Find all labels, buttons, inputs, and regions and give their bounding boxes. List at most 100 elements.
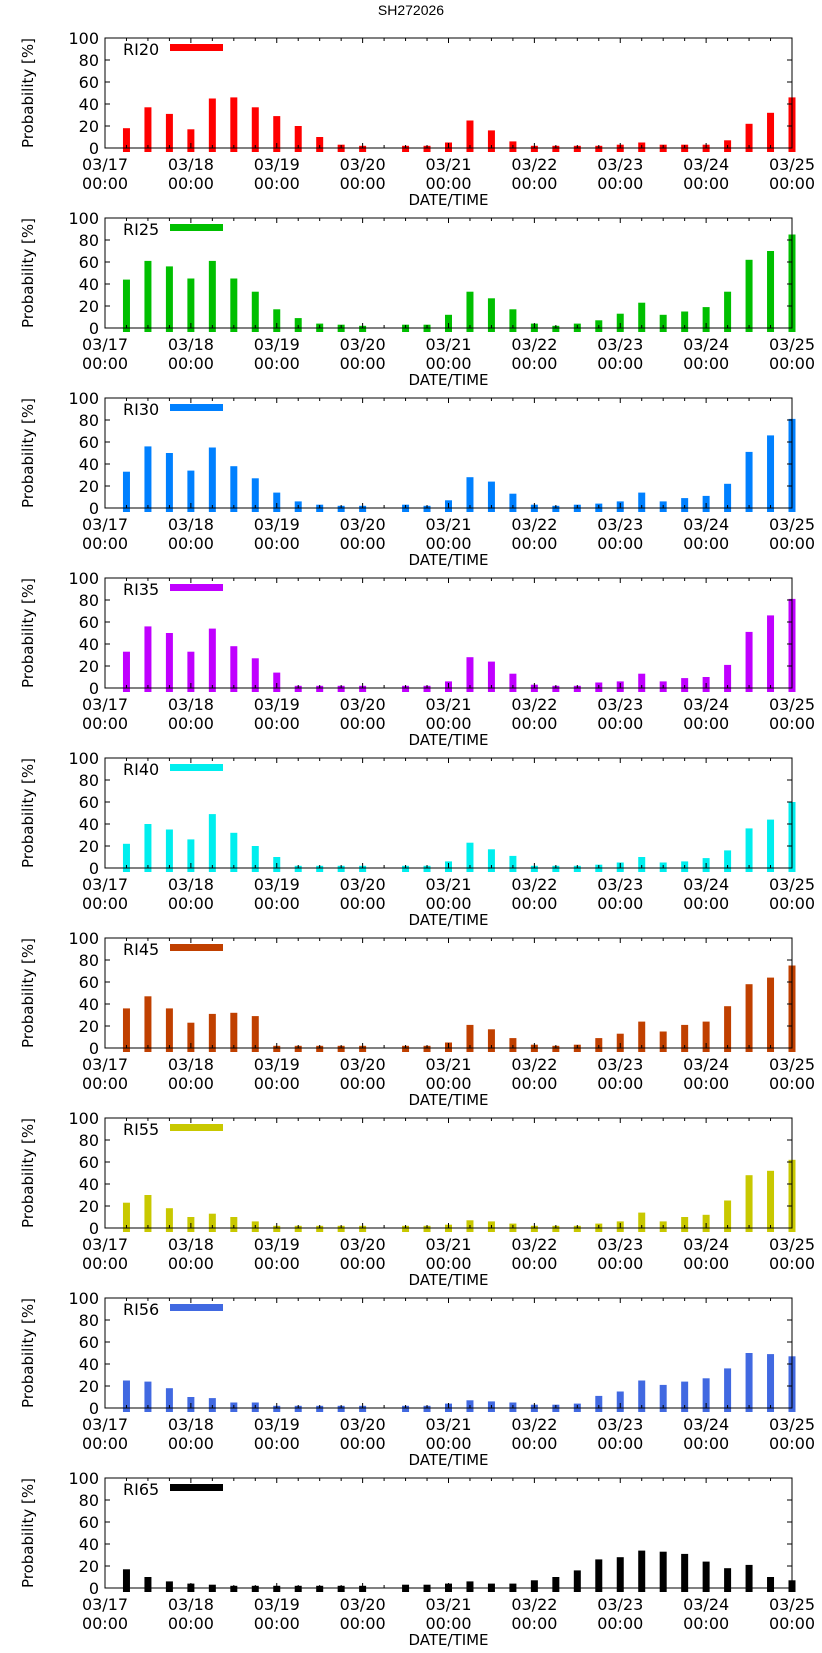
x-tick-date-label: 03/17 bbox=[82, 1055, 128, 1074]
x-tick-date-label: 03/23 bbox=[597, 155, 643, 174]
x-tick-time-label: 00:00 bbox=[769, 894, 815, 913]
bar bbox=[724, 664, 732, 692]
legend-swatch bbox=[170, 44, 223, 51]
x-tick-time-label: 00:00 bbox=[511, 1434, 557, 1453]
chart-ri40: 02040608010003/1700:0003/1800:0003/1900:… bbox=[19, 749, 815, 929]
bar bbox=[702, 1561, 710, 1592]
bar bbox=[187, 278, 195, 332]
bar bbox=[724, 850, 732, 872]
bar bbox=[230, 97, 238, 152]
x-tick-date-label: 03/19 bbox=[254, 1235, 300, 1254]
bar bbox=[767, 251, 775, 332]
bar bbox=[273, 1045, 281, 1052]
x-tick-time-label: 00:00 bbox=[340, 894, 386, 913]
y-tick-label: 100 bbox=[68, 209, 99, 228]
bar bbox=[681, 1024, 689, 1052]
x-tick-date-label: 03/18 bbox=[168, 515, 214, 534]
y-axis-label: Probability [%] bbox=[19, 578, 37, 688]
x-tick-time-label: 00:00 bbox=[425, 174, 471, 193]
x-tick-date-label: 03/18 bbox=[168, 155, 214, 174]
x-tick-time-label: 00:00 bbox=[425, 1074, 471, 1093]
x-tick-date-label: 03/23 bbox=[597, 1415, 643, 1434]
y-tick-label: 80 bbox=[79, 951, 99, 970]
chart-ri65: 02040608010003/1700:0003/1800:0003/1900:… bbox=[19, 1469, 815, 1649]
legend-swatch bbox=[170, 584, 223, 591]
x-tick-time-label: 00:00 bbox=[511, 894, 557, 913]
x-tick-date-label: 03/21 bbox=[425, 1055, 471, 1074]
bar bbox=[745, 1175, 753, 1232]
y-tick-label: 40 bbox=[79, 995, 99, 1014]
x-tick-date-label: 03/21 bbox=[425, 1595, 471, 1614]
y-tick-label: 40 bbox=[79, 1175, 99, 1194]
legend-label: RI40 bbox=[123, 760, 159, 779]
x-tick-time-label: 00:00 bbox=[340, 354, 386, 373]
x-tick-date-label: 03/19 bbox=[254, 1055, 300, 1074]
x-tick-time-label: 00:00 bbox=[683, 714, 729, 733]
bar bbox=[530, 865, 538, 872]
y-tick-label: 80 bbox=[79, 231, 99, 250]
legend-label: RI65 bbox=[123, 1480, 159, 1499]
bar bbox=[359, 1405, 367, 1412]
x-tick-time-label: 00:00 bbox=[340, 174, 386, 193]
x-tick-date-label: 03/25 bbox=[769, 1235, 815, 1254]
bar bbox=[509, 855, 517, 872]
x-tick-date-label: 03/22 bbox=[511, 335, 557, 354]
x-tick-time-label: 00:00 bbox=[683, 1614, 729, 1633]
x-tick-time-label: 00:00 bbox=[425, 1614, 471, 1633]
legend-label: RI30 bbox=[123, 400, 159, 419]
bar bbox=[165, 829, 173, 872]
x-tick-date-label: 03/18 bbox=[168, 1595, 214, 1614]
bar bbox=[552, 325, 560, 332]
x-tick-date-label: 03/18 bbox=[168, 1415, 214, 1434]
x-tick-date-label: 03/25 bbox=[769, 1595, 815, 1614]
y-tick-label: 40 bbox=[79, 815, 99, 834]
y-tick-label: 80 bbox=[79, 51, 99, 70]
legend-swatch bbox=[170, 1484, 223, 1491]
bar bbox=[638, 302, 646, 332]
bar bbox=[316, 137, 324, 152]
bar bbox=[165, 1388, 173, 1412]
bar bbox=[122, 1380, 130, 1412]
bar bbox=[487, 1029, 495, 1052]
bar bbox=[767, 1354, 775, 1412]
bar bbox=[423, 865, 431, 872]
x-tick-time-label: 00:00 bbox=[168, 174, 214, 193]
legend-label: RI35 bbox=[123, 580, 159, 599]
legend-swatch bbox=[170, 1304, 223, 1311]
bar bbox=[122, 279, 130, 332]
x-tick-time-label: 00:00 bbox=[340, 1434, 386, 1453]
bar bbox=[251, 107, 259, 152]
y-tick-label: 20 bbox=[79, 1197, 99, 1216]
y-tick-label: 0 bbox=[89, 859, 99, 878]
x-tick-time-label: 00:00 bbox=[597, 894, 643, 913]
bar bbox=[466, 291, 474, 332]
x-tick-date-label: 03/21 bbox=[425, 1235, 471, 1254]
bar bbox=[509, 309, 517, 332]
x-axis-label: DATE/TIME bbox=[408, 1271, 488, 1289]
x-tick-date-label: 03/25 bbox=[769, 1055, 815, 1074]
x-tick-date-label: 03/20 bbox=[340, 1055, 386, 1074]
bar bbox=[423, 505, 431, 512]
bar bbox=[767, 615, 775, 692]
bar bbox=[616, 1391, 624, 1412]
y-tick-label: 100 bbox=[68, 749, 99, 768]
x-tick-date-label: 03/19 bbox=[254, 1415, 300, 1434]
bar bbox=[337, 865, 345, 872]
bar bbox=[487, 130, 495, 152]
bar bbox=[638, 673, 646, 692]
x-tick-time-label: 00:00 bbox=[168, 894, 214, 913]
x-tick-time-label: 00:00 bbox=[597, 1434, 643, 1453]
bar bbox=[552, 1045, 560, 1052]
x-tick-time-label: 00:00 bbox=[168, 1074, 214, 1093]
legend-label: RI20 bbox=[123, 40, 159, 59]
y-tick-label: 60 bbox=[79, 433, 99, 452]
x-axis-label: DATE/TIME bbox=[408, 191, 488, 209]
y-tick-label: 80 bbox=[79, 1131, 99, 1150]
x-tick-time-label: 00:00 bbox=[511, 1074, 557, 1093]
x-tick-date-label: 03/18 bbox=[168, 695, 214, 714]
legend-swatch bbox=[170, 764, 223, 771]
y-tick-label: 20 bbox=[79, 117, 99, 136]
plot-frame bbox=[104, 397, 793, 509]
x-tick-date-label: 03/24 bbox=[683, 1055, 729, 1074]
bar bbox=[724, 291, 732, 332]
